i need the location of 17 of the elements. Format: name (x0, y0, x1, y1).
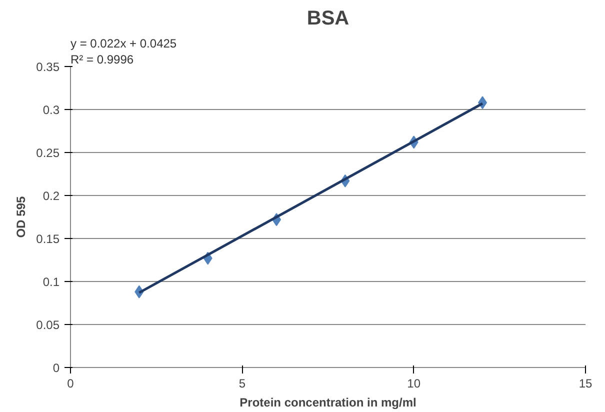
x-axis-title: Protein concentration in mg/ml (240, 396, 416, 410)
y-tick-label: 0.1 (42, 275, 60, 289)
x-tick-label: 10 (407, 376, 421, 390)
y-tick-label: 0.35 (36, 60, 60, 74)
y-tick-label: 0 (52, 361, 60, 375)
x-tick-label: 0 (67, 376, 74, 390)
y-axis-title: OD 595 (14, 196, 28, 238)
y-tick-label: 0.05 (36, 318, 60, 332)
annotation: R² = 0.9996 (70, 52, 134, 66)
chart-title: BSA (306, 8, 350, 30)
y-tick-label: 0.15 (36, 232, 60, 246)
y-tick-label: 0.25 (36, 146, 60, 160)
x-tick-label: 15 (578, 376, 592, 390)
x-tick-label: 5 (238, 376, 246, 390)
text: y = 0.022x + 0.0425 (70, 36, 177, 50)
y-tick-label: 0.2 (42, 189, 60, 203)
y-tick-label: 0.3 (42, 103, 60, 117)
